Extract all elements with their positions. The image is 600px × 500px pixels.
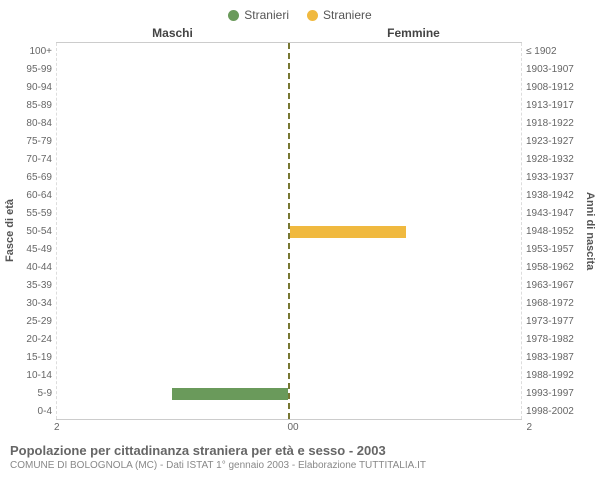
y-right-axis-title: Anni di nascita: [580, 42, 596, 420]
legend-swatch-female: [307, 10, 318, 21]
y-left-axis-title: Fasce di età: [4, 42, 20, 420]
footer: Popolazione per cittadinanza straniera p…: [0, 433, 600, 471]
legend-item-male: Stranieri: [228, 8, 289, 22]
y-left-tick: 70-74: [20, 150, 56, 168]
y-right-tick: 1933-1937: [526, 168, 580, 186]
y-left-tick: 80-84: [20, 114, 56, 132]
y-left-tick: 45-49: [20, 240, 56, 258]
column-headers: Maschi Femmine: [0, 26, 600, 42]
footer-subtitle: COMUNE DI BOLOGNOLA (MC) - Dati ISTAT 1°…: [10, 460, 590, 471]
y-left-tick: 65-69: [20, 168, 56, 186]
y-left-tick: 60-64: [20, 186, 56, 204]
y-left-ticks: 100+95-9990-9485-8980-8475-7970-7465-696…: [20, 42, 56, 420]
y-left-tick: 10-14: [20, 366, 56, 384]
y-left-tick: 90-94: [20, 78, 56, 96]
x-tick: 2: [526, 422, 532, 433]
x-axis: 2 0 0 2: [0, 420, 600, 433]
y-right-tick: 1923-1927: [526, 132, 580, 150]
y-left-tick: 95-99: [20, 60, 56, 78]
y-left-tick: 20-24: [20, 330, 56, 348]
x-tick: 0: [293, 422, 299, 433]
bar-female: [290, 226, 406, 238]
y-right-tick: 1953-1957: [526, 240, 580, 258]
footer-title: Popolazione per cittadinanza straniera p…: [10, 443, 590, 458]
y-right-ticks: ≤ 19021903-19071908-19121913-19171918-19…: [522, 42, 580, 420]
legend-label-female: Straniere: [323, 8, 372, 22]
y-left-tick: 55-59: [20, 204, 56, 222]
plot-male: [56, 43, 290, 419]
y-right-tick: 1998-2002: [526, 402, 580, 420]
y-right-tick: 1908-1912: [526, 78, 580, 96]
bar-male: [172, 388, 288, 400]
x-ticks-left: 2 0: [52, 422, 293, 433]
y-right-tick: 1978-1982: [526, 330, 580, 348]
y-right-tick: 1963-1967: [526, 276, 580, 294]
y-left-tick: 5-9: [20, 384, 56, 402]
y-right-tick: 1938-1942: [526, 186, 580, 204]
y-left-tick: 100+: [20, 42, 56, 60]
y-left-tick: 75-79: [20, 132, 56, 150]
y-left-tick: 15-19: [20, 348, 56, 366]
y-right-tick: 1968-1972: [526, 294, 580, 312]
y-right-tick: 1993-1997: [526, 384, 580, 402]
y-left-tick: 30-34: [20, 294, 56, 312]
y-right-tick: 1913-1917: [526, 96, 580, 114]
y-right-tick: 1943-1947: [526, 204, 580, 222]
column-header-right: Femmine: [293, 26, 534, 40]
legend-label-male: Stranieri: [244, 8, 289, 22]
y-left-tick: 40-44: [20, 258, 56, 276]
y-right-tick: 1903-1907: [526, 60, 580, 78]
x-ticks-right: 0 2: [293, 422, 534, 433]
y-right-tick: 1918-1922: [526, 114, 580, 132]
y-right-tick: 1983-1987: [526, 348, 580, 366]
plot-area: [56, 42, 522, 420]
y-left-tick: 0-4: [20, 402, 56, 420]
legend-swatch-male: [228, 10, 239, 21]
plot-female: [290, 43, 522, 419]
y-left-tick: 50-54: [20, 222, 56, 240]
y-left-tick: 85-89: [20, 96, 56, 114]
column-header-left: Maschi: [52, 26, 293, 40]
y-left-tick: 25-29: [20, 312, 56, 330]
y-right-tick: ≤ 1902: [526, 42, 580, 60]
legend-item-female: Straniere: [307, 8, 372, 22]
y-right-tick: 1958-1962: [526, 258, 580, 276]
y-right-tick: 1973-1977: [526, 312, 580, 330]
chart: Fasce di età 100+95-9990-9485-8980-8475-…: [0, 42, 600, 420]
y-left-tick: 35-39: [20, 276, 56, 294]
y-right-tick: 1928-1932: [526, 150, 580, 168]
x-tick: 2: [54, 422, 60, 433]
legend: Stranieri Straniere: [0, 0, 600, 26]
y-right-tick: 1948-1952: [526, 222, 580, 240]
y-right-tick: 1988-1992: [526, 366, 580, 384]
